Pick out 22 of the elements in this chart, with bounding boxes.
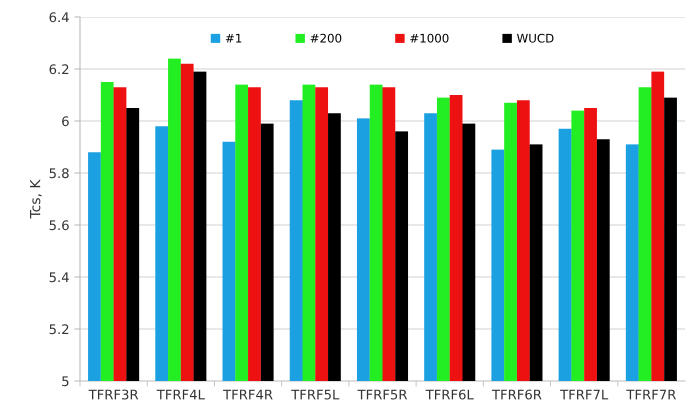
y-tick-label: 6 [62,116,69,126]
y-tick-label: 5.2 [50,324,68,334]
y-tick-label: 5.4 [50,272,69,282]
x-tick-label: TFRF5L [291,390,340,400]
x-tick-label: TFRF4R [223,390,273,400]
y-tick-label: 6.4 [50,12,69,22]
x-tick-label: TFRF7L [560,390,608,400]
x-tick-label: TFRF3R [88,390,138,400]
x-tick-label: TFRF6L [426,390,474,400]
y-tick-label: 6.2 [50,64,68,74]
legend-label: #1 [226,34,242,42]
y-tick-label: 5.8 [50,168,69,178]
y-axis-title: Tcs, K [30,179,42,219]
x-tick-label: TFRF4L [156,390,205,400]
y-tick-label: 5.6 [50,220,69,230]
x-tick-label: TFRF5R [357,390,408,400]
x-tick-label: TFRF6R [492,390,542,400]
legend-label: #200 [310,34,342,43]
legend-label: #1000 [410,34,449,43]
y-tick-label: 5 [62,376,68,386]
x-tick-label: TFRF7R [626,390,676,400]
legend-label: WUCD [516,34,554,43]
